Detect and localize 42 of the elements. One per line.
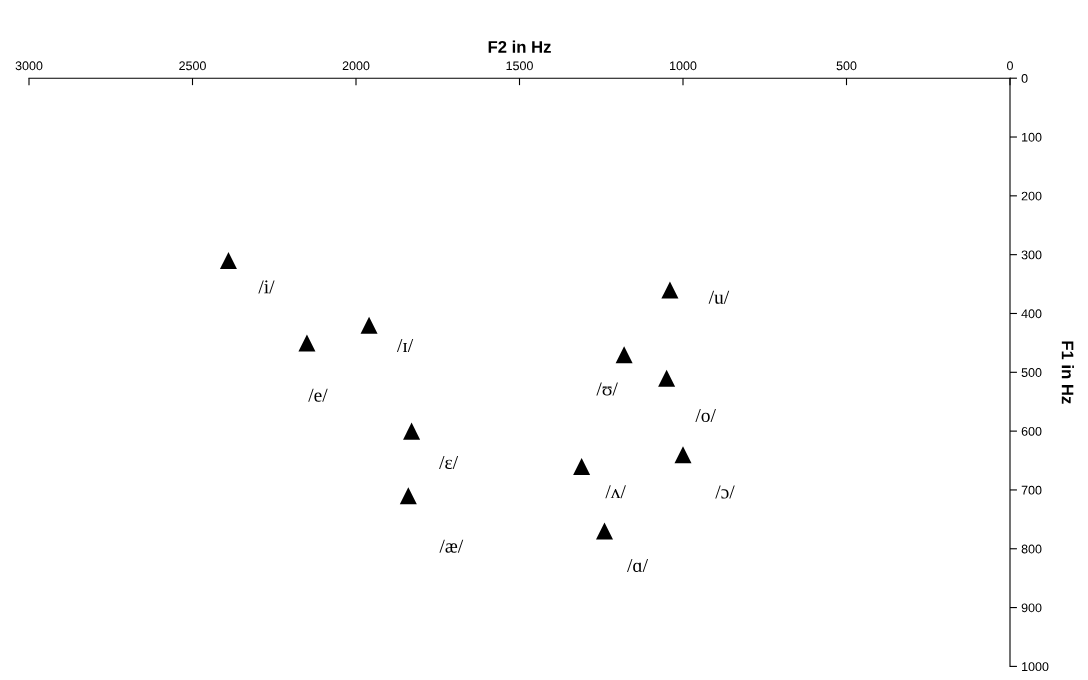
- x-tick-label: 1500: [506, 61, 533, 71]
- point: [219, 252, 237, 270]
- annotation: /ɔ/: [715, 485, 735, 499]
- y-tick-label: 400: [1021, 309, 1042, 319]
- annotation: /ʌ/: [605, 485, 626, 499]
- annotation: /o/: [695, 409, 716, 423]
- y-tick-label: 700: [1021, 485, 1042, 495]
- x-tick-label: 2000: [342, 61, 370, 71]
- point: [360, 316, 378, 334]
- point: [573, 457, 591, 475]
- point: [615, 346, 633, 364]
- y-tick-label: 300: [1021, 250, 1042, 260]
- y-tick-label: 0: [1021, 74, 1028, 83]
- annotation: /ʊ/: [596, 382, 618, 396]
- annotation: /e/: [308, 388, 328, 402]
- point: [661, 281, 679, 299]
- x-tick-label: 3000: [15, 61, 43, 71]
- annotation: /i/: [258, 280, 275, 294]
- y-tick-label: 100: [1022, 132, 1042, 142]
- y-tick-label: 600: [1021, 426, 1042, 436]
- point: [298, 334, 316, 352]
- y-tick-label: 500: [1021, 368, 1042, 377]
- y-tick-label: 1000: [1022, 662, 1049, 672]
- x-tick-label: 500: [836, 61, 857, 71]
- y-axis-title: F1 in Hz: [1061, 341, 1074, 404]
- point: [399, 487, 417, 505]
- point: [403, 422, 421, 440]
- point: [658, 369, 676, 387]
- y-tick-label: 900: [1021, 603, 1042, 613]
- x-tick-label: 2500: [179, 61, 206, 71]
- y-tick-label: 200: [1021, 191, 1042, 201]
- annotation: /ɑ/: [627, 558, 649, 572]
- x-tick-label: 1000: [670, 61, 697, 71]
- annotation: /ɛ/: [439, 455, 459, 469]
- annotation: /u/: [708, 290, 730, 304]
- annotation: /æ/: [439, 539, 464, 553]
- x-axis-title: F2 in Hz: [488, 40, 551, 53]
- x-tick-label: 0: [1007, 61, 1013, 71]
- point: [596, 522, 614, 540]
- annotation: /ɪ/: [396, 339, 414, 353]
- y-tick-label: 800: [1021, 544, 1042, 554]
- point: [674, 446, 692, 464]
